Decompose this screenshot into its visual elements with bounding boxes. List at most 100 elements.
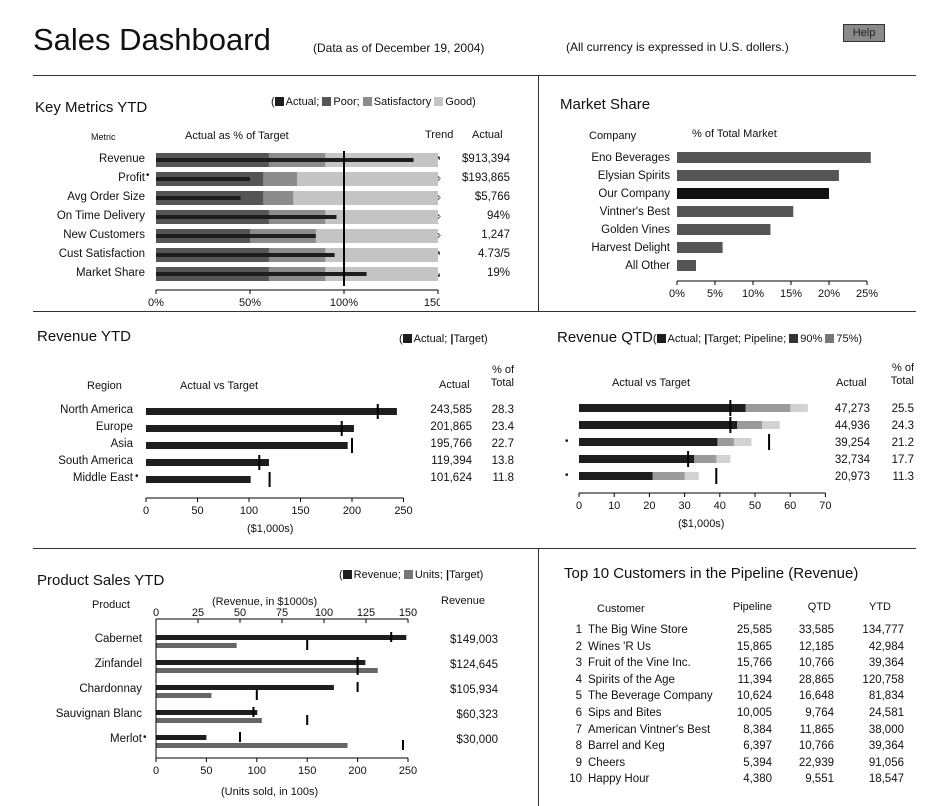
revenue-qtd-legend: (Actual; |Target; Pipeline; 90% 75%) [652, 333, 863, 345]
customer-qtd: 28,865 [798, 673, 834, 686]
customer-pipeline: 10,624 [736, 690, 772, 703]
customer-pipeline: 5,394 [743, 756, 772, 769]
company-label: Vintner's Best [599, 206, 670, 218]
axis-tick-label: 150 [298, 765, 316, 777]
customer-qtd: 16,648 [798, 690, 834, 703]
metric-label: Profit [118, 172, 145, 184]
customer-name: American Vintner's Best [588, 723, 711, 736]
col-actual-vs-target: Actual vs Target [180, 380, 259, 392]
revenue-bar [156, 660, 366, 665]
poor-swatch [322, 97, 332, 106]
customer-pipeline: 10,005 [736, 707, 772, 719]
customer-ytd: 38,000 [868, 723, 904, 736]
customer-name: Cheers [588, 756, 626, 769]
revenue-bar [156, 735, 207, 740]
flag-marker: • [565, 470, 569, 481]
customer-ytd: 18,547 [868, 773, 904, 786]
product-sales-legend: (Revenue; Units; |Target) [339, 569, 484, 581]
company-label: Our Company [598, 188, 670, 200]
currency-note: (All currency is expressed in U.S. dolle… [566, 40, 789, 54]
qtd-actual: 44,936 [834, 420, 870, 432]
actual-swatch [402, 334, 412, 343]
metric-actual: $5,766 [474, 191, 510, 203]
customer-pipeline: 15,865 [736, 640, 772, 653]
axis-tick-label: 0 [576, 500, 582, 512]
product-revenue: $105,934 [450, 684, 498, 696]
actual-bar [146, 442, 348, 449]
divider [538, 549, 539, 806]
customer-rank: 9 [575, 756, 582, 769]
actual-bar [579, 404, 746, 412]
divider [538, 76, 539, 311]
region-label: South America [58, 455, 133, 467]
product-revenue: $60,323 [456, 709, 498, 721]
qtd-actual: 20,973 [834, 471, 870, 483]
metric-label: Market Share [75, 267, 145, 279]
axis-tick-label: 100% [330, 297, 358, 309]
axis-tick-label: 0% [148, 297, 164, 309]
flag-marker: • [146, 170, 150, 181]
col-trend: Trend [425, 129, 454, 141]
company-label: Eno Beverages [591, 152, 670, 164]
metric-label: On Time Delivery [56, 210, 145, 222]
axis-tick-label: 150 [291, 505, 309, 517]
revenue-qtd-chart: 0 10 20 30 40 50 60 70 [576, 400, 832, 512]
col-actual: Actual [439, 379, 470, 391]
customer-rank: 3 [575, 657, 582, 670]
col-customer: Customer [597, 603, 645, 615]
col-total: Total [490, 377, 514, 389]
customer-ytd: 39,364 [868, 740, 904, 753]
axis-tick-label: 60 [784, 500, 796, 512]
customer-ytd: 134,777 [862, 624, 904, 636]
metric-actual: 19% [486, 267, 510, 279]
qtd-actual: 47,273 [834, 403, 870, 415]
flag-marker: • [143, 732, 147, 743]
customer-qtd: 10,766 [798, 740, 834, 753]
region-pct: 13.8 [491, 455, 514, 467]
col-total: Total [890, 375, 914, 387]
actual-bar [579, 438, 718, 446]
actual-swatch [274, 97, 284, 106]
qtd-actual: 32,734 [834, 454, 870, 466]
key-metrics-legend: (Actual; Poor; Satisfactory Good) [271, 96, 476, 108]
actual-bar [156, 177, 250, 181]
customer-rank: 6 [575, 707, 582, 719]
qtd-pct: 11.3 [892, 471, 914, 483]
company-label: Elysian Spirits [597, 170, 670, 182]
col-company: Company [589, 130, 637, 142]
actual-bar [156, 158, 414, 162]
customer-ytd: 91,056 [868, 756, 904, 769]
product-label: Merlot [110, 733, 142, 745]
axis-tick-label: 250 [399, 765, 417, 777]
axis-tick-label: 200 [348, 765, 366, 777]
metric-actual: 94% [486, 210, 510, 222]
customer-pipeline: 15,766 [736, 657, 772, 670]
region-label: North America [60, 404, 133, 416]
region-actual: 243,585 [430, 404, 472, 416]
region-pct: 11.8 [492, 472, 514, 484]
axis-tick-label: 100 [315, 607, 333, 619]
customer-rank: 2 [575, 640, 582, 653]
help-button[interactable]: Help [843, 24, 885, 42]
customer-ytd: 39,364 [868, 657, 904, 670]
metric-actual: 4.73/5 [478, 248, 510, 260]
col-product: Product [92, 599, 130, 611]
actual-bar [146, 459, 269, 466]
market-share-bar [677, 260, 696, 271]
target-glyph: | [450, 333, 454, 345]
market-share-bar [677, 188, 829, 199]
product-label: Chardonnay [79, 683, 142, 695]
product-sales-title: Product Sales YTD [37, 572, 165, 589]
qtd-pct: 21.2 [891, 437, 914, 449]
axis-tick-label: 200 [343, 505, 361, 517]
col-actual-vs-target: Actual vs Target [612, 377, 691, 389]
metric-actual: $913,394 [462, 153, 510, 165]
axis-tick-label: 20 [643, 500, 655, 512]
axis-tick-label: 150 [399, 607, 417, 619]
col-pipeline: Pipeline [732, 601, 772, 613]
metric-label: Avg Order Size [67, 191, 145, 203]
region-pct: 22.7 [491, 438, 514, 450]
customer-ytd: 24,581 [868, 707, 904, 719]
region-actual: 195,766 [430, 438, 472, 450]
col-total-market: % of Total Market [692, 128, 777, 140]
